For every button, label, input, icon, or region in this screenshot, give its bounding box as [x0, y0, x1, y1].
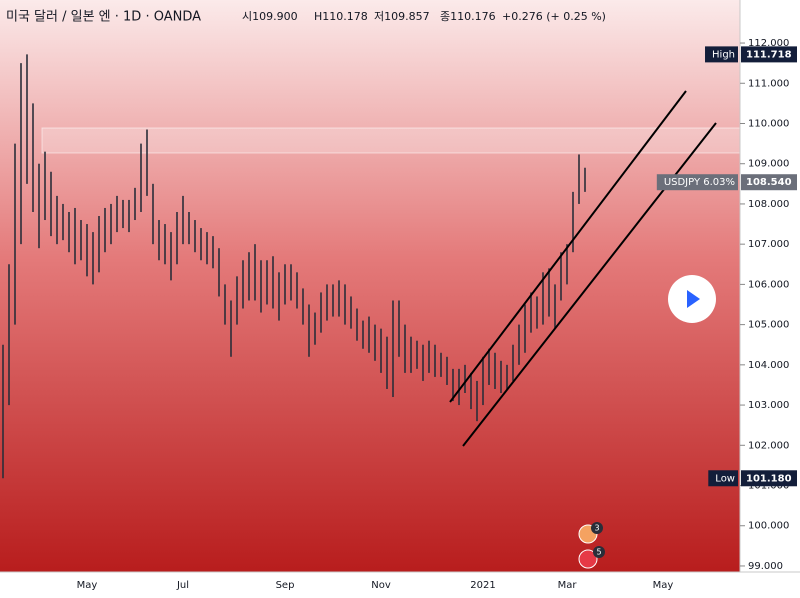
event-flag[interactable]: [578, 549, 598, 569]
price-tag-name-box: [705, 46, 738, 63]
y-tick-label: 102.000: [748, 440, 789, 451]
y-tick-label: 107.000: [748, 239, 789, 250]
x-tick-label: Jul: [176, 580, 189, 591]
quote-open: 시109.900: [242, 10, 298, 23]
y-tick-label: 108.000: [748, 199, 789, 210]
plot-background: [0, 0, 740, 572]
price-tag-name-box: [708, 470, 738, 487]
quote-low: 저109.857: [374, 10, 430, 23]
event-badge: [593, 546, 605, 558]
x-tick-label: Sep: [276, 580, 295, 591]
y-tick-label: 104.000: [748, 360, 789, 371]
price-tag-name: USDJPY 6.03%: [664, 177, 735, 188]
resistance-zone: [41, 127, 741, 154]
quote-high: H110.178: [314, 10, 368, 23]
price-tag-name: High: [712, 49, 735, 60]
x-tick-label: 2021: [470, 580, 495, 591]
event-badge: [591, 522, 603, 534]
y-tick-label: 109.000: [748, 159, 789, 170]
trend-line: [449, 90, 687, 403]
y-tick-label: 99.000: [748, 561, 783, 572]
price-tag-value: 108.540: [746, 177, 792, 188]
event-count: 5: [596, 548, 601, 557]
quote-change: +0.276 (+ 0.25 %): [502, 10, 606, 23]
event-count: 3: [594, 524, 599, 533]
price-tag-box: [741, 174, 797, 191]
y-tick-label: 103.000: [748, 400, 789, 411]
quote-close: 종110.176: [440, 10, 496, 23]
price-tag-name: Low: [715, 473, 735, 484]
y-tick-label: 100.000: [748, 521, 789, 532]
price-tag-box: [741, 46, 797, 63]
x-tick-label: May: [77, 580, 98, 591]
price-tag-value: 101.180: [746, 473, 792, 484]
y-tick-label: 106.000: [748, 279, 789, 290]
y-tick-label: 110.000: [748, 118, 789, 129]
price-tag-box: [741, 470, 797, 487]
play-icon: [687, 290, 700, 308]
price-tag-name-box: [656, 174, 738, 191]
y-tick-label: 112.000: [748, 38, 789, 49]
y-tick-label: 111.000: [748, 78, 789, 89]
chart-title: 미국 달러 / 일본 엔 · 1D · OANDA: [6, 10, 201, 25]
price-tag-value: 111.718: [746, 49, 792, 60]
y-tick-label: 105.000: [748, 320, 789, 331]
x-tick-label: May: [653, 580, 674, 591]
x-tick-label: Mar: [558, 580, 578, 591]
x-tick-label: Nov: [371, 580, 391, 591]
